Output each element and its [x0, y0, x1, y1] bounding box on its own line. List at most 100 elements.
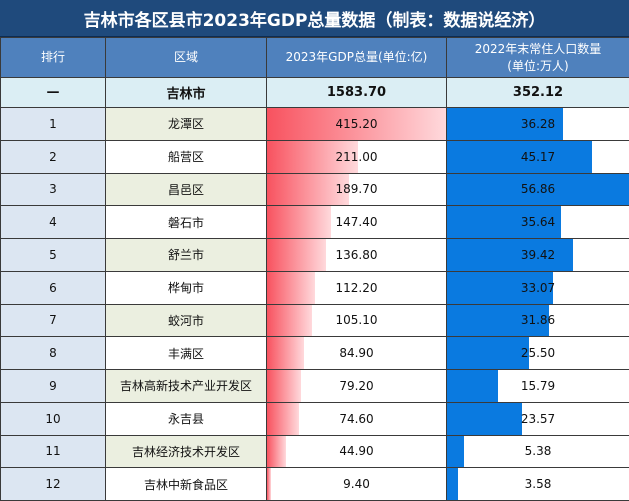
- pop-value: 39.42: [521, 248, 555, 262]
- table-row: 10 永吉县 74.60 23.57: [1, 402, 629, 435]
- gdp-bar: [267, 272, 315, 304]
- gdp-value: 415.20: [336, 117, 378, 131]
- gdp-value: 136.80: [336, 248, 378, 262]
- gdp-cell: 189.70: [267, 173, 447, 206]
- region-cell: 磐石市: [106, 206, 267, 239]
- gdp-bar: [267, 403, 299, 435]
- gdp-bar: [267, 305, 312, 337]
- gdp-bar: [267, 370, 301, 402]
- rank-cell: 8: [1, 337, 106, 370]
- pop-bar: [447, 403, 522, 435]
- gdp-value: 189.70: [336, 182, 378, 196]
- gdp-value: 74.60: [339, 412, 373, 426]
- gdp-value: 112.20: [336, 281, 378, 295]
- region-cell: 龙潭区: [106, 108, 267, 141]
- region-cell: 蛟河市: [106, 304, 267, 337]
- pop-cell: 3.58: [447, 468, 629, 501]
- rank-cell: 1: [1, 108, 106, 141]
- header-region: 区域: [106, 38, 267, 78]
- gdp-bar: [267, 468, 271, 500]
- rank-cell: 2: [1, 140, 106, 173]
- city-gdp: 1583.70: [267, 78, 447, 108]
- pop-cell: 39.42: [447, 239, 629, 272]
- header-pop-line2: (单位:万人): [447, 58, 629, 75]
- table-row: 11 吉林经济技术开发区 44.90 5.38: [1, 435, 629, 468]
- header-pop: 2022年末常住人口数量(单位:万人): [447, 38, 629, 78]
- table-row: 12 吉林中新食品区 9.40 3.58: [1, 468, 629, 501]
- table-title: 吉林市各区县市2023年GDP总量数据（制表：数据说经济）: [0, 0, 629, 37]
- pop-cell: 45.17: [447, 140, 629, 173]
- city-rank: —: [1, 78, 106, 108]
- rank-cell: 3: [1, 173, 106, 206]
- gdp-cell: 79.20: [267, 370, 447, 403]
- region-cell: 吉林中新食品区: [106, 468, 267, 501]
- header-gdp: 2023年GDP总量(单位:亿): [267, 38, 447, 78]
- table-row: 6 桦甸市 112.20 33.07: [1, 271, 629, 304]
- gdp-value: 9.40: [343, 477, 370, 491]
- rank-cell: 6: [1, 271, 106, 304]
- gdp-value: 211.00: [336, 150, 378, 164]
- gdp-cell: 84.90: [267, 337, 447, 370]
- rank-cell: 4: [1, 206, 106, 239]
- gdp-bar: [267, 337, 304, 369]
- region-cell: 永吉县: [106, 402, 267, 435]
- table-row: 4 磐石市 147.40 35.64: [1, 206, 629, 239]
- table-row: 2 船营区 211.00 45.17: [1, 140, 629, 173]
- pop-value: 25.50: [521, 346, 555, 360]
- rank-cell: 9: [1, 370, 106, 403]
- pop-value: 36.28: [521, 117, 555, 131]
- gdp-cell: 74.60: [267, 402, 447, 435]
- header-row: 排行 区域 2023年GDP总量(单位:亿) 2022年末常住人口数量(单位:万…: [1, 38, 629, 78]
- gdp-cell: 147.40: [267, 206, 447, 239]
- region-cell: 舒兰市: [106, 239, 267, 272]
- gdp-cell: 9.40: [267, 468, 447, 501]
- gdp-table: 排行 区域 2023年GDP总量(单位:亿) 2022年末常住人口数量(单位:万…: [0, 37, 629, 501]
- pop-cell: 35.64: [447, 206, 629, 239]
- pop-value: 35.64: [521, 215, 555, 229]
- gdp-cell: 211.00: [267, 140, 447, 173]
- region-cell: 丰满区: [106, 337, 267, 370]
- region-cell: 昌邑区: [106, 173, 267, 206]
- pop-cell: 15.79: [447, 370, 629, 403]
- header-pop-line1: 2022年末常住人口数量: [447, 41, 629, 58]
- pop-bar: [447, 468, 458, 500]
- rank-cell: 12: [1, 468, 106, 501]
- city-pop: 352.12: [447, 78, 629, 108]
- gdp-cell: 415.20: [267, 108, 447, 141]
- pop-value: 15.79: [521, 379, 555, 393]
- pop-value: 23.57: [521, 412, 555, 426]
- pop-cell: 25.50: [447, 337, 629, 370]
- pop-bar: [447, 141, 592, 173]
- pop-cell: 23.57: [447, 402, 629, 435]
- pop-cell: 31.86: [447, 304, 629, 337]
- pop-value: 5.38: [525, 444, 552, 458]
- region-cell: 桦甸市: [106, 271, 267, 304]
- table-row: 3 昌邑区 189.70 56.86: [1, 173, 629, 206]
- gdp-cell: 105.10: [267, 304, 447, 337]
- region-cell: 吉林经济技术开发区: [106, 435, 267, 468]
- rank-cell: 7: [1, 304, 106, 337]
- region-cell: 吉林高新技术产业开发区: [106, 370, 267, 403]
- table-row: 1 龙潭区 415.20 36.28: [1, 108, 629, 141]
- pop-cell: 5.38: [447, 435, 629, 468]
- pop-value: 31.86: [521, 313, 555, 327]
- gdp-value: 105.10: [336, 313, 378, 327]
- rank-cell: 5: [1, 239, 106, 272]
- gdp-cell: 112.20: [267, 271, 447, 304]
- pop-value: 45.17: [521, 150, 555, 164]
- header-rank: 排行: [1, 38, 106, 78]
- gdp-bar: [267, 206, 331, 238]
- gdp-bar: [267, 239, 326, 271]
- pop-cell: 56.86: [447, 173, 629, 206]
- gdp-cell: 136.80: [267, 239, 447, 272]
- gdp-value: 44.90: [339, 444, 373, 458]
- pop-value: 56.86: [521, 182, 555, 196]
- pop-bar: [447, 436, 464, 468]
- pop-value: 33.07: [521, 281, 555, 295]
- gdp-value: 147.40: [336, 215, 378, 229]
- table-row: 9 吉林高新技术产业开发区 79.20 15.79: [1, 370, 629, 403]
- pop-bar: [447, 337, 529, 369]
- gdp-cell: 44.90: [267, 435, 447, 468]
- gdp-bar: [267, 436, 286, 468]
- table-row: 8 丰满区 84.90 25.50: [1, 337, 629, 370]
